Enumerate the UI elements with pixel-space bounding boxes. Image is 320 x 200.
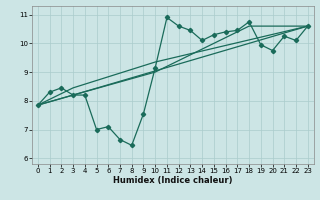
X-axis label: Humidex (Indice chaleur): Humidex (Indice chaleur) <box>113 176 233 185</box>
